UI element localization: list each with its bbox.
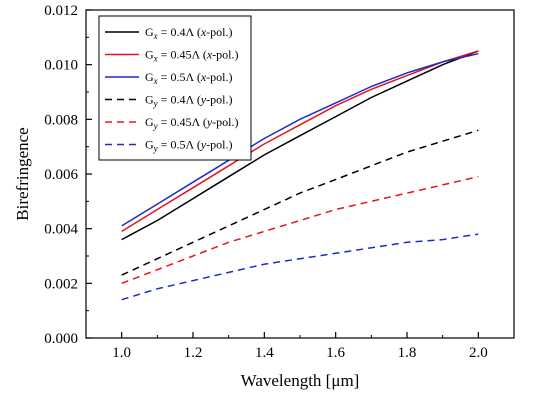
legend-label: Gy = 0.45Λ (y-pol.) xyxy=(145,115,238,131)
x-tick-label: 1.0 xyxy=(112,345,131,361)
legend-label: Gy = 0.5Λ (y-pol.) xyxy=(145,138,232,154)
series-lines xyxy=(121,50,479,301)
y-tick-label: 0.012 xyxy=(44,3,78,19)
x-tick-label: 1.2 xyxy=(184,345,203,361)
x-tick-label: 1.4 xyxy=(255,345,274,361)
series-line-4 xyxy=(121,129,479,276)
y-tick-label: 0.004 xyxy=(44,222,78,238)
x-tick-label: 1.6 xyxy=(326,345,345,361)
series-line-5 xyxy=(121,175,479,285)
series-line-6 xyxy=(121,233,479,301)
y-tick-label: 0.002 xyxy=(44,276,78,292)
legend-label: Gx = 0.4Λ (x-pol.) xyxy=(145,25,232,41)
series-line-2 xyxy=(121,50,479,233)
legend: Gx = 0.4Λ (x-pol.) Gx = 0.45Λ (x-pol.) Gx … xyxy=(98,15,252,161)
y-tick-label: 0.000 xyxy=(44,331,78,347)
y-tick-label: 0.006 xyxy=(44,167,78,183)
legend-label: Gx = 0.45Λ (x-pol.) xyxy=(145,48,238,64)
series-line-3 xyxy=(121,52,479,227)
legend-label: Gy = 0.4Λ (y-pol.) xyxy=(145,93,232,109)
x-axis-title: Wavelength [μm] xyxy=(241,371,360,390)
x-tick-label: 2.0 xyxy=(469,345,488,361)
y-tick-label: 0.010 xyxy=(44,58,78,74)
series-line-1 xyxy=(121,50,479,241)
axis-ticks: 1.0 1.2 1.4 1.6 1.8 2.0 0.000 0.002 0.004 0.006 0.… xyxy=(44,3,487,361)
legend-label: Gx = 0.5Λ (x-pol.) xyxy=(145,70,232,86)
y-axis-title: Birefringence xyxy=(13,127,32,220)
y-tick-label: 0.008 xyxy=(44,112,78,128)
x-tick-label: 1.8 xyxy=(398,345,417,361)
legend-box xyxy=(98,15,252,161)
